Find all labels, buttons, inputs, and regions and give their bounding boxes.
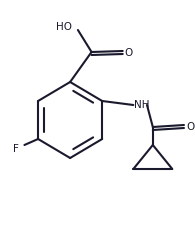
Text: NH: NH bbox=[134, 100, 150, 110]
Text: O: O bbox=[125, 47, 133, 58]
Text: O: O bbox=[186, 122, 194, 131]
Text: F: F bbox=[13, 144, 19, 154]
Text: HO: HO bbox=[56, 22, 72, 32]
